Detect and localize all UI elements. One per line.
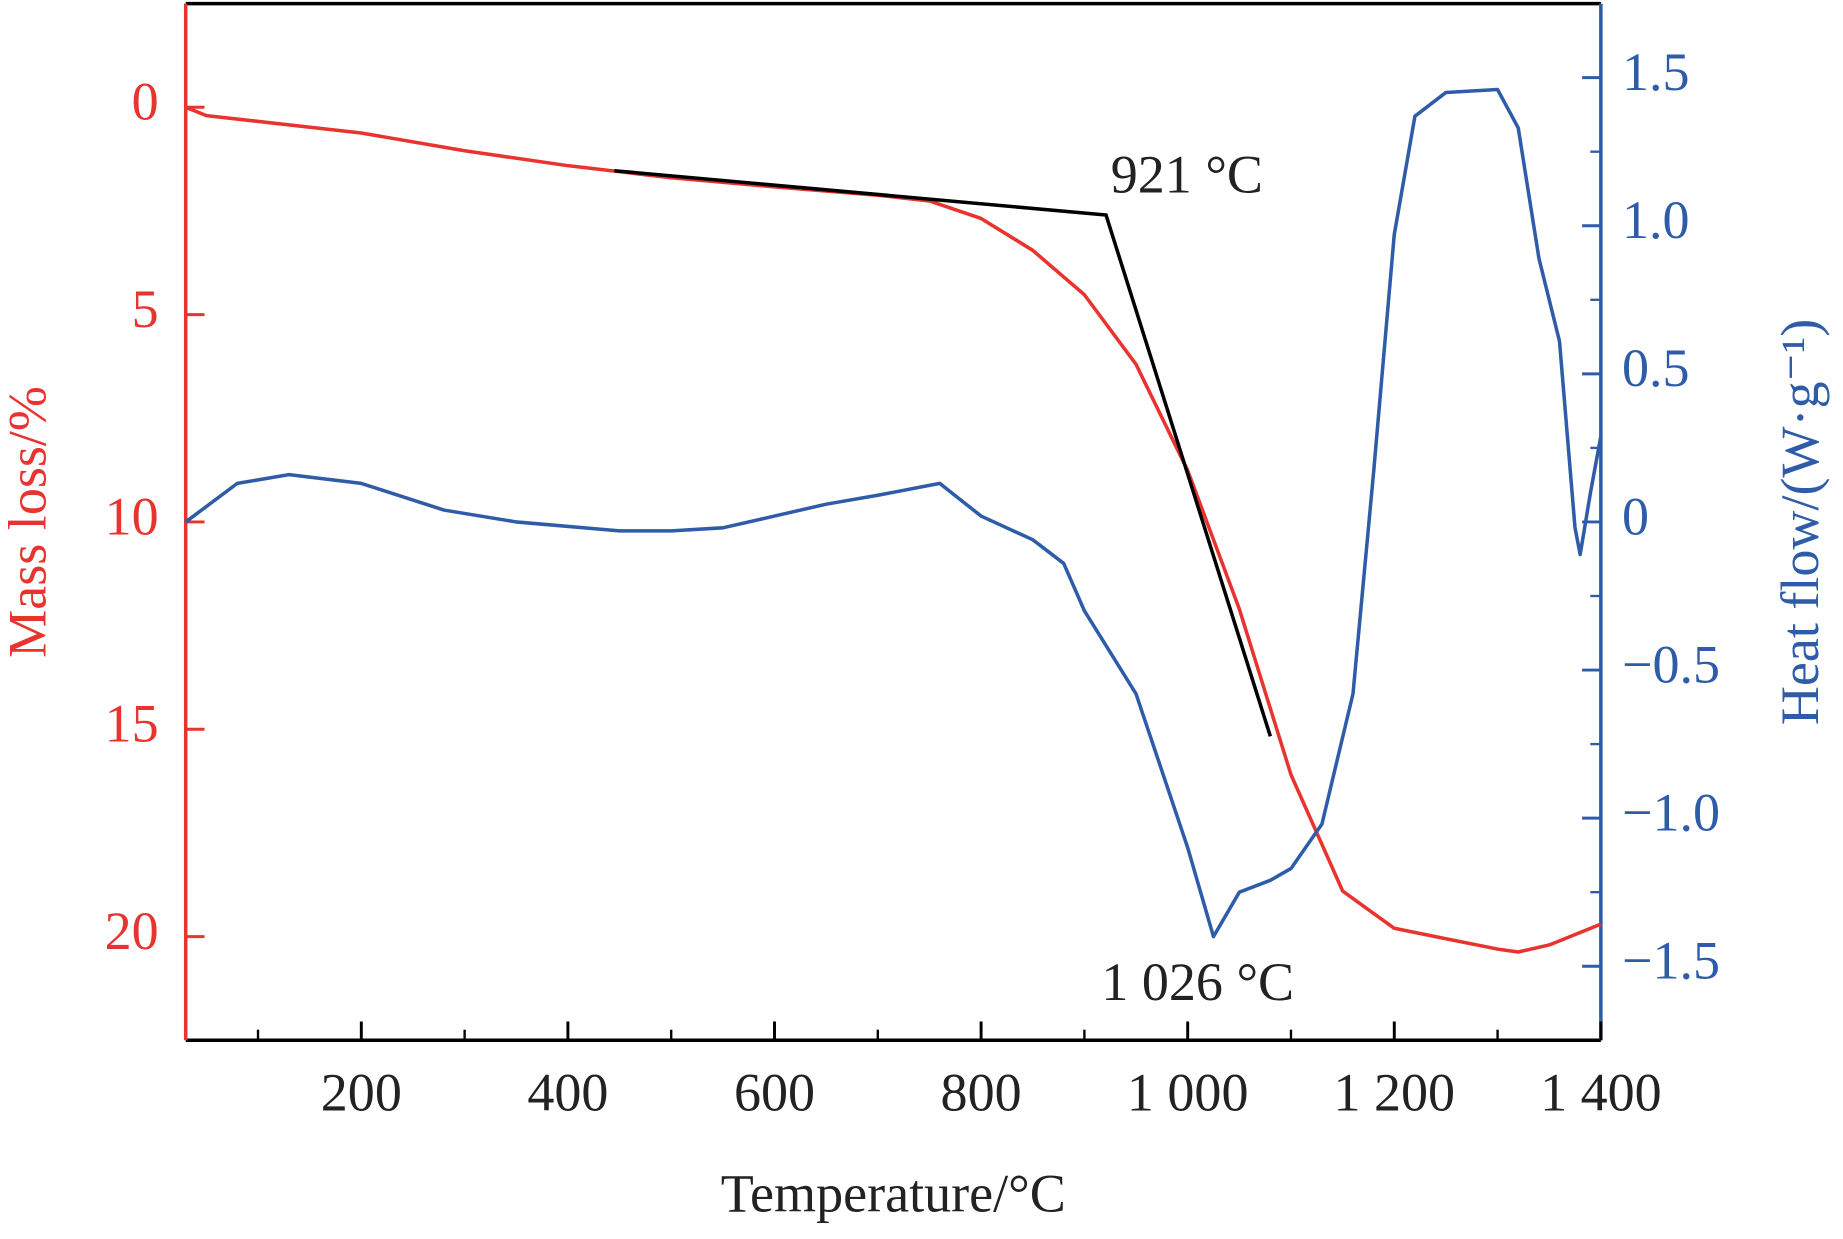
y-tick-label: 0 bbox=[132, 72, 159, 132]
y2-tick-label: 1.0 bbox=[1622, 190, 1690, 250]
y2-tick-label: 1.5 bbox=[1622, 42, 1690, 102]
y2-tick-label: 0 bbox=[1622, 486, 1649, 546]
x-tick-label: 600 bbox=[734, 1062, 815, 1122]
y2-tick-label: 0.5 bbox=[1622, 338, 1690, 398]
x-tick-label: 1 400 bbox=[1540, 1062, 1662, 1122]
y2-axis-title: Heat flow/(W·g⁻¹) bbox=[1770, 319, 1830, 725]
tangent-line bbox=[614, 168, 1273, 737]
annotation: 921 °C bbox=[1111, 144, 1263, 204]
x-tick-label: 400 bbox=[527, 1062, 608, 1122]
y-tick-label: 5 bbox=[132, 279, 159, 339]
y2-tick-label: −1.5 bbox=[1622, 931, 1720, 991]
annotation: 1 026 °C bbox=[1101, 952, 1294, 1012]
y2-tick-label: −0.5 bbox=[1622, 634, 1720, 694]
x-tick-label: 800 bbox=[941, 1062, 1022, 1122]
x-tick-label: 1 200 bbox=[1333, 1062, 1455, 1122]
y-tick-label: 20 bbox=[105, 901, 159, 961]
y-tick-label: 10 bbox=[105, 486, 159, 546]
x-tick-label: 1 000 bbox=[1127, 1062, 1249, 1122]
data-line bbox=[185, 105, 1602, 954]
data-line bbox=[184, 87, 1603, 939]
x-tick-label: 200 bbox=[321, 1062, 402, 1122]
y-tick-label: 15 bbox=[105, 694, 159, 754]
y-axis-title: Mass loss/% bbox=[0, 386, 57, 658]
x-axis-title: Temperature/°C bbox=[721, 1163, 1066, 1223]
y2-tick-label: −1.0 bbox=[1622, 783, 1720, 843]
